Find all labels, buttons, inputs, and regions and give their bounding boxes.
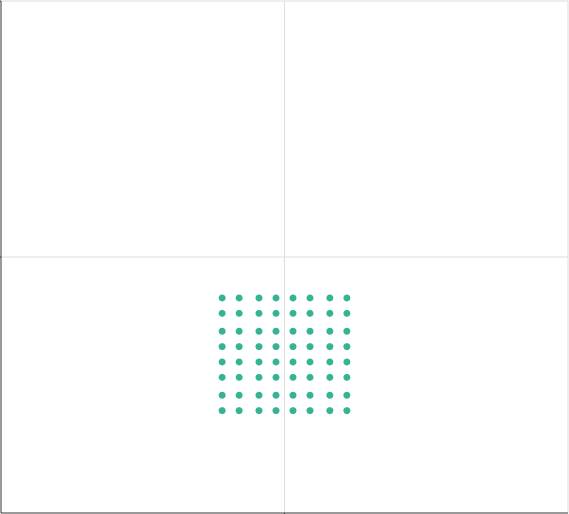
point xyxy=(272,358,280,366)
point xyxy=(326,407,334,415)
point xyxy=(272,373,280,381)
point xyxy=(326,391,334,399)
point xyxy=(255,327,263,335)
point xyxy=(255,294,263,302)
point xyxy=(306,391,314,399)
point xyxy=(272,391,280,399)
point xyxy=(343,343,351,351)
point xyxy=(306,373,314,381)
point xyxy=(255,407,263,415)
point xyxy=(343,294,351,302)
point xyxy=(289,373,297,381)
point xyxy=(218,327,226,335)
point xyxy=(343,373,351,381)
point xyxy=(289,343,297,351)
point xyxy=(272,309,280,317)
point xyxy=(326,309,334,317)
point xyxy=(326,327,334,335)
point xyxy=(235,294,243,302)
point xyxy=(343,358,351,366)
point xyxy=(255,358,263,366)
point xyxy=(235,373,243,381)
point xyxy=(326,343,334,351)
point xyxy=(343,327,351,335)
point xyxy=(306,309,314,317)
point xyxy=(218,309,226,317)
point xyxy=(255,391,263,399)
point xyxy=(255,373,263,381)
point xyxy=(289,294,297,302)
point xyxy=(218,373,226,381)
point xyxy=(218,358,226,366)
point xyxy=(343,391,351,399)
point xyxy=(235,391,243,399)
point xyxy=(326,373,334,381)
point xyxy=(218,343,226,351)
point xyxy=(235,358,243,366)
point xyxy=(326,358,334,366)
point xyxy=(235,327,243,335)
point xyxy=(326,294,334,302)
point xyxy=(289,358,297,366)
point xyxy=(218,294,226,302)
point xyxy=(272,407,280,415)
point xyxy=(289,327,297,335)
point xyxy=(306,294,314,302)
point xyxy=(272,294,280,302)
point xyxy=(218,407,226,415)
point xyxy=(306,358,314,366)
point xyxy=(289,391,297,399)
point xyxy=(235,343,243,351)
point xyxy=(235,309,243,317)
point xyxy=(235,407,243,415)
point xyxy=(289,309,297,317)
point xyxy=(289,407,297,415)
point xyxy=(343,407,351,415)
point xyxy=(255,309,263,317)
point xyxy=(306,327,314,335)
point xyxy=(218,391,226,399)
point xyxy=(306,343,314,351)
point xyxy=(343,309,351,317)
point xyxy=(272,327,280,335)
point xyxy=(272,343,280,351)
point xyxy=(306,407,314,415)
point xyxy=(255,343,263,351)
